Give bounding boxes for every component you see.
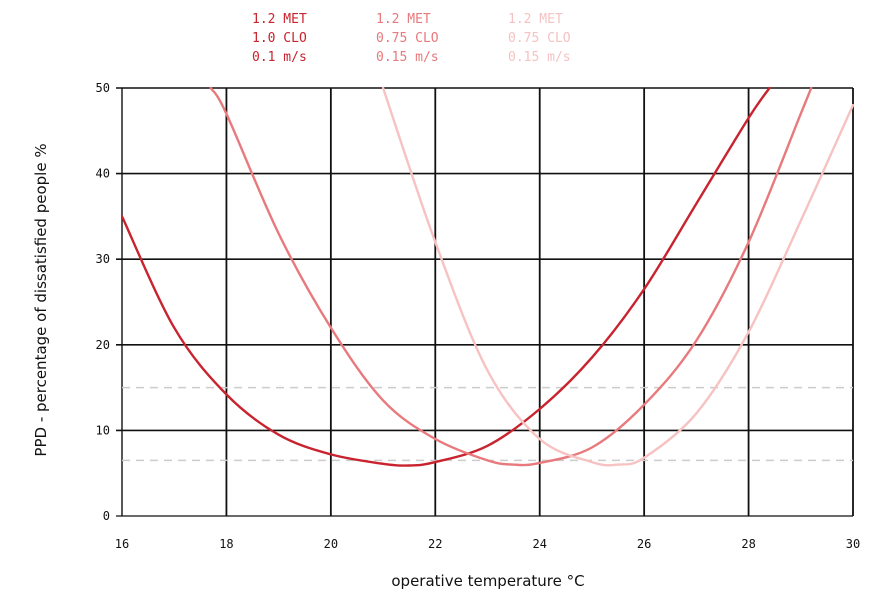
legend-series-3-line-3: 0.15 m/s — [508, 50, 571, 65]
legend-series-1-line-3: 0.1 m/s — [252, 50, 307, 65]
y-tick-label-20: 20 — [96, 338, 110, 352]
x-tick-label-30: 30 — [846, 537, 860, 551]
legend-series-2-line-2: 0.75 CLO — [376, 31, 439, 46]
y-tick-label-50: 50 — [96, 81, 110, 95]
legend-series-1-line-2: 1.0 CLO — [252, 31, 307, 46]
x-tick-label-16: 16 — [115, 537, 129, 551]
tick-labels: 16 18 20 22 24 26 28 30 0 10 20 30 40 50 — [96, 81, 861, 551]
x-tick-label-24: 24 — [532, 537, 546, 551]
legend-series-2-line-1: 1.2 MET — [376, 12, 431, 27]
series-line-2 — [209, 86, 813, 467]
grid — [116, 87, 854, 517]
x-tick-label-22: 22 — [428, 537, 442, 551]
legend: 1.2 MET 1.0 CLO 0.1 m/s 1.2 MET 0.75 CLO 0.15… — [252, 12, 571, 65]
y-axis-label: PPD - percentage of dissatisfied people … — [32, 143, 50, 456]
legend-series-1-line-1: 1.2 MET — [252, 12, 307, 27]
series-lines — [122, 86, 855, 467]
x-tick-label-26: 26 — [637, 537, 651, 551]
x-axis-label: operative temperature °C — [391, 572, 584, 590]
y-tick-label-40: 40 — [96, 167, 110, 181]
x-tick-label-20: 20 — [324, 537, 338, 551]
series-line-1 — [122, 86, 771, 467]
y-tick-label-30: 30 — [96, 252, 110, 266]
x-tick-label-28: 28 — [741, 537, 755, 551]
x-tick-label-18: 18 — [219, 537, 233, 551]
legend-series-3-line-2: 0.75 CLO — [508, 31, 571, 46]
legend-series-2-line-3: 0.15 m/s — [376, 50, 439, 65]
series-line-3 — [381, 86, 855, 467]
legend-series-3-line-1: 1.2 MET — [508, 12, 563, 27]
y-tick-label-10: 10 — [96, 423, 110, 437]
y-tick-label-0: 0 — [103, 509, 110, 523]
